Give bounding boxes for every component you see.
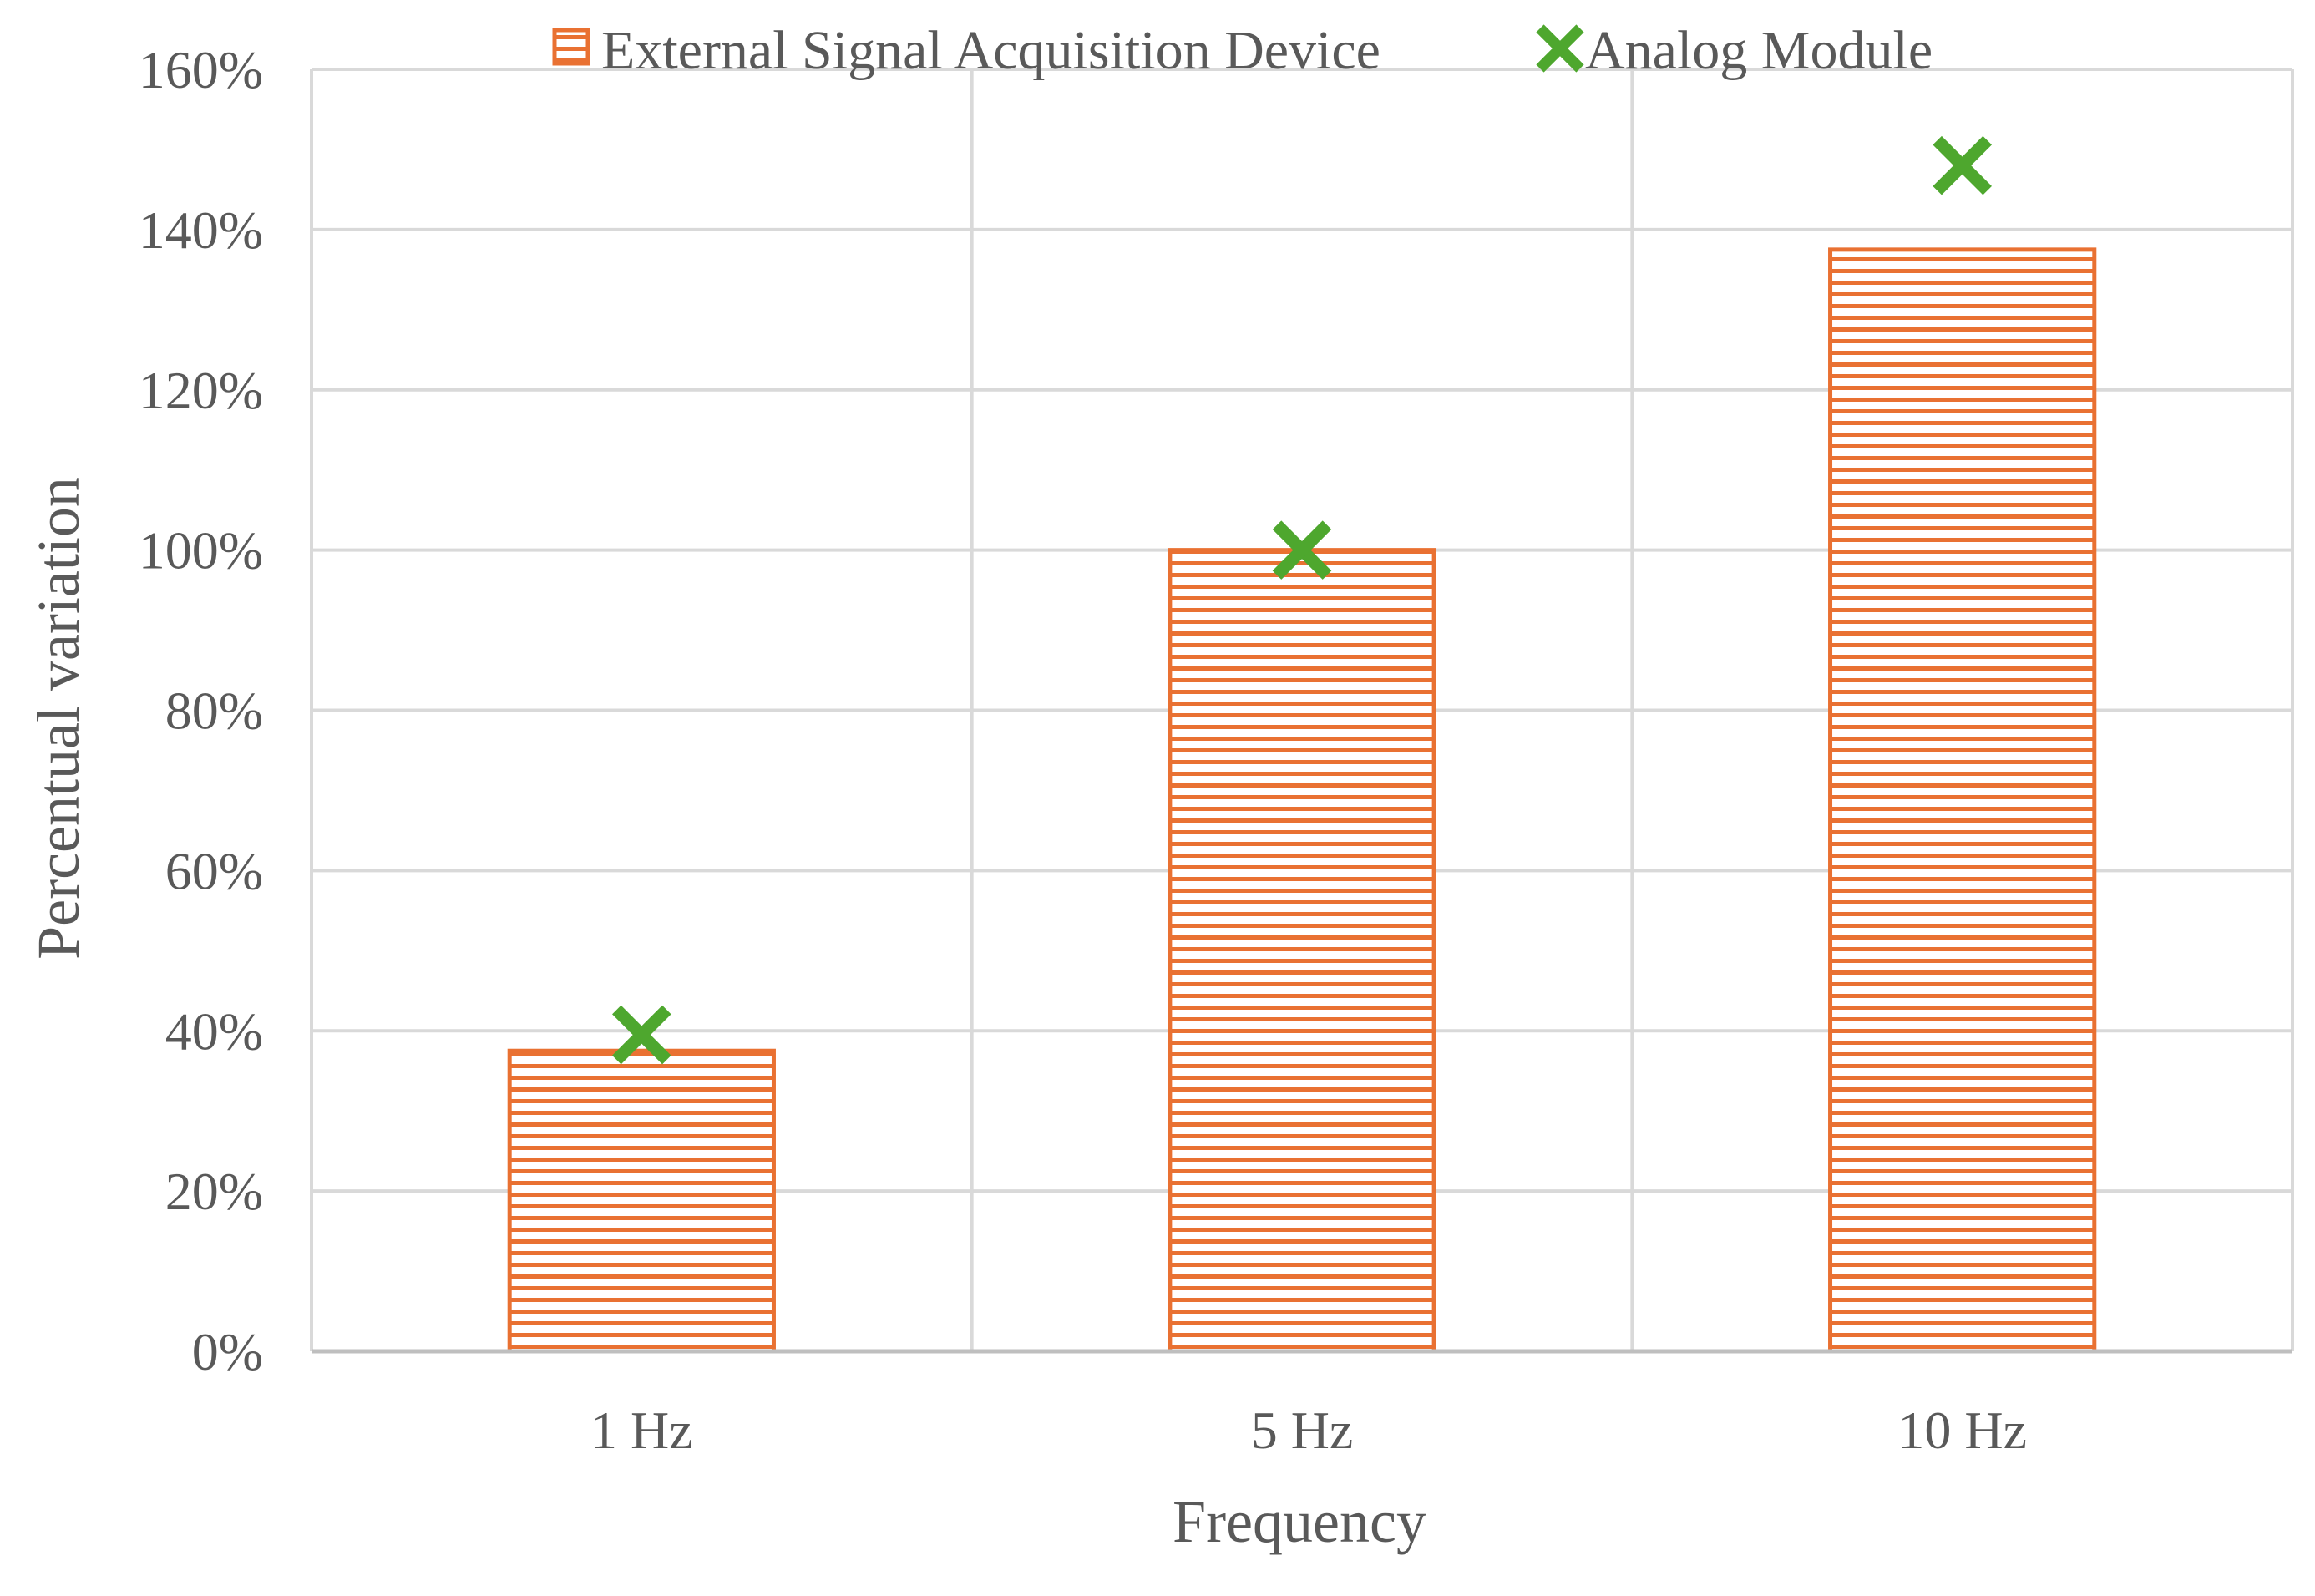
- y-tick-label: 40%: [165, 1001, 263, 1061]
- legend-label-marker: Analog Module: [1585, 20, 1933, 81]
- bar-5-hz: [1168, 548, 1436, 1354]
- x-tick-label: 5 Hz: [1251, 1401, 1354, 1460]
- legend: External Signal Acquisition Device Analo…: [552, 20, 1933, 81]
- x-axis-title: Frequency: [1173, 1488, 1426, 1555]
- legend-swatch-bar: [552, 28, 590, 66]
- bar-1-hz: [507, 1048, 776, 1354]
- y-tick-label: 120%: [139, 361, 263, 420]
- marker-10-hz: [1933, 135, 1992, 195]
- y-axis-title: Percentual variation: [25, 477, 92, 960]
- x-tick-label: 10 Hz: [1897, 1401, 2027, 1460]
- legend-label-bar: External Signal Acquisition Device: [601, 20, 1380, 81]
- y-tick-label: 140%: [139, 200, 263, 260]
- y-tick-label: 160%: [139, 40, 263, 99]
- y-tick-label: 100%: [139, 521, 263, 580]
- markers-layer: [612, 135, 1992, 1065]
- y-tick-label: 0%: [192, 1322, 263, 1381]
- axis-layer: 0% 20% 40% 60% 80% 100% 120% 140% 160% 1 Hz 5 Hz 10…: [139, 40, 2292, 1460]
- bar-10-hz: [1828, 247, 2097, 1354]
- y-tick-label: 20%: [165, 1162, 263, 1221]
- y-tick-label: 60%: [165, 841, 263, 900]
- bars-layer: [507, 247, 2097, 1354]
- x-tick-label: 1 Hz: [590, 1401, 693, 1460]
- y-tick-label: 80%: [165, 681, 263, 741]
- marker-5-hz: [1272, 520, 1332, 580]
- legend-swatch-marker: [1536, 24, 1584, 73]
- marker-1-hz: [612, 1005, 671, 1065]
